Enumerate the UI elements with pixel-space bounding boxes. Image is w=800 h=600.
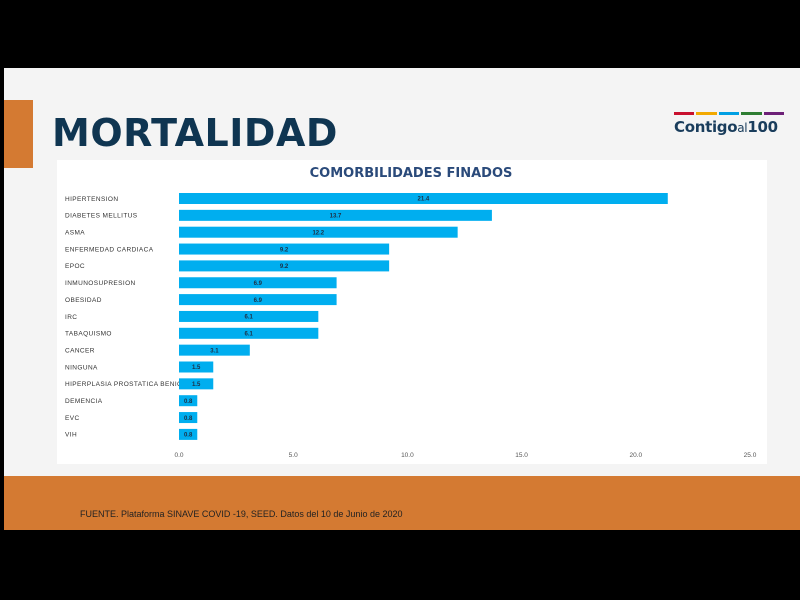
category-label: DEMENCIA — [65, 398, 103, 405]
data-label: 1.5 — [192, 365, 201, 371]
data-label: 6.9 — [254, 298, 263, 304]
x-tick-label: 25.0 — [744, 452, 757, 459]
bar — [179, 310, 319, 322]
data-label: 13.7 — [330, 214, 342, 220]
accent-bar — [4, 100, 33, 168]
chart-title: COMORBILIDADES FINADOS — [310, 166, 513, 181]
x-tick-label: 10.0 — [401, 452, 414, 459]
bar — [179, 294, 337, 306]
data-label: 9.2 — [280, 264, 289, 270]
logo-bar — [696, 112, 717, 115]
category-label: IRC — [65, 314, 77, 321]
data-label: 6.1 — [244, 315, 253, 321]
bar — [179, 209, 492, 221]
bar — [179, 193, 668, 204]
category-label: DIABETES MELLITUS — [65, 213, 138, 220]
category-label: EPOC — [65, 263, 85, 270]
contigo-al-100-logo: Contigoal100 — [674, 112, 785, 142]
x-tick-label: 20.0 — [629, 452, 642, 459]
bar — [179, 395, 198, 407]
bar — [179, 344, 250, 356]
x-tick-label: 15.0 — [515, 452, 528, 459]
logo-bar — [718, 112, 740, 115]
bar — [179, 243, 390, 255]
logo-bar — [674, 112, 695, 115]
bar — [179, 260, 390, 272]
bar — [179, 277, 337, 289]
category-label: EVC — [65, 415, 80, 422]
bar — [179, 226, 458, 238]
logo-bar — [741, 112, 762, 115]
logo-word-100: 100 — [747, 118, 778, 136]
logo-bar — [763, 112, 785, 115]
data-label: 9.2 — [280, 247, 289, 253]
logo-word-contigo: Contigo — [674, 118, 738, 136]
data-label: 0.8 — [184, 433, 193, 439]
bar — [179, 378, 214, 390]
comorbidities-bar-chart: COMORBILIDADES FINADOS HIPERTENSION 21.4 D… — [65, 166, 757, 459]
data-label: 0.8 — [184, 416, 193, 422]
data-label: 12.2 — [312, 230, 324, 236]
data-label: 6.9 — [254, 281, 263, 287]
source-note: FUENTE. Plataforma SINAVE COVID -19, SEE… — [80, 509, 403, 519]
logo-color-bars — [674, 112, 785, 115]
category-label: CANCER — [65, 347, 95, 354]
category-label: ASMA — [65, 230, 85, 237]
slide-title: MORTALIDAD — [52, 111, 338, 155]
logo-word-al: al — [737, 121, 748, 135]
x-tick-label: 5.0 — [289, 452, 298, 459]
x-tick-label: 0.0 — [174, 452, 183, 459]
category-label: HIPERPLASIA PROSTATICA BENIGNA — [65, 381, 193, 388]
category-label: OBESIDAD — [65, 297, 102, 304]
data-label: 1.5 — [192, 382, 201, 388]
category-label: HIPERTENSION — [65, 196, 118, 203]
bar — [179, 361, 214, 373]
chart-panel: COMORBILIDADES FINADOS HIPERTENSION 21.4 D… — [57, 160, 767, 464]
bar — [179, 327, 319, 339]
bar — [179, 428, 198, 440]
category-label: NINGUNA — [65, 364, 98, 371]
data-label: 6.1 — [244, 332, 253, 338]
category-label: INMUNOSUPRESION — [65, 280, 136, 287]
data-label: 21.4 — [418, 197, 430, 203]
category-label: TABAQUISMO — [65, 331, 112, 338]
category-label: ENFERMEDAD CARDIACA — [65, 246, 154, 253]
footer-band — [4, 476, 800, 530]
category-label: VIH — [65, 432, 77, 439]
bar — [179, 412, 198, 424]
data-label: 0.8 — [184, 399, 193, 405]
data-label: 3.1 — [210, 348, 219, 354]
logo-text: Contigoal100 — [674, 117, 784, 138]
